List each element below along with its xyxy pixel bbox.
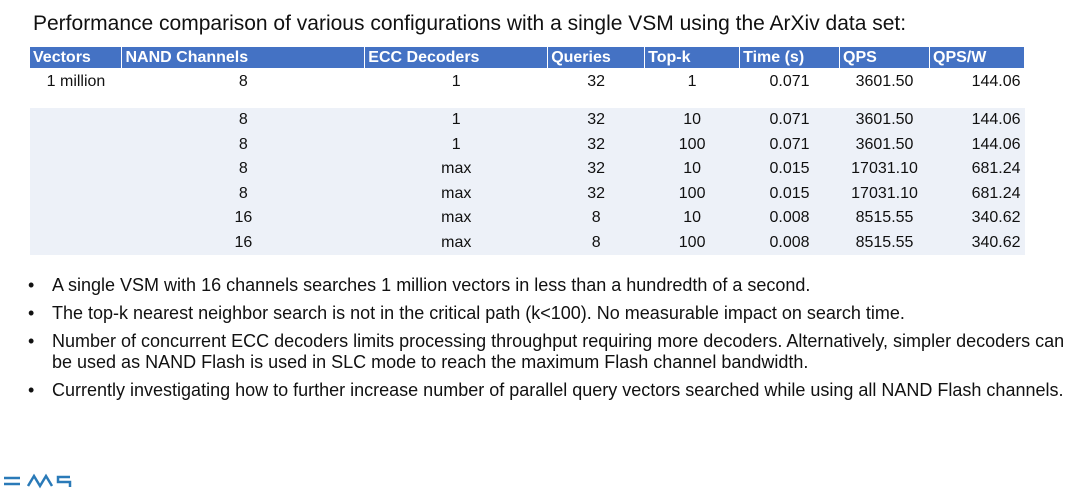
table-cell: 100 bbox=[644, 181, 740, 206]
table-row: 8 max 32 10 0.015 17031.10 681.24 bbox=[30, 157, 1025, 182]
table-cell: 1 bbox=[451, 73, 461, 90]
table-cell: 8 bbox=[121, 108, 365, 133]
table-cell: 3601.50 bbox=[839, 108, 930, 133]
table-row: 8 max 32 100 0.015 17031.10 681.24 bbox=[30, 181, 1025, 206]
table-cell: 1 bbox=[364, 132, 548, 157]
table-row: 8 1 32 100 0.071 3601.50 144.06 bbox=[30, 132, 1025, 157]
table-cell: max bbox=[364, 230, 548, 255]
header-row: Vectors NAND Channels ECC Decoders Queries T… bbox=[30, 47, 1025, 68]
table-cell: 1 bbox=[364, 108, 548, 133]
table-cell: 10 bbox=[644, 157, 740, 182]
table-cell: 17031.10 bbox=[839, 181, 930, 206]
bullet-item: A single VSM with 16 channels searches 1… bbox=[28, 275, 1068, 296]
table-cell: 681.24 bbox=[929, 181, 1025, 206]
table-cell: 8 bbox=[121, 157, 365, 182]
table-cell: 32 bbox=[587, 73, 606, 90]
table-row: 8 1 32 10 0.071 3601.50 144.06 bbox=[30, 108, 1025, 133]
table-cell: 0.015 bbox=[739, 181, 840, 206]
table-cell: 8 bbox=[547, 206, 645, 231]
bullet-item: Number of concurrent ECC decoders limits… bbox=[28, 331, 1068, 373]
table-cell: 144.06 bbox=[929, 108, 1025, 133]
table-row: 1 million 8 1 32 1 0.071 3601.50 144.06 bbox=[30, 68, 1025, 96]
table-cell: 0.015 bbox=[739, 157, 840, 182]
table-cell: 32 bbox=[547, 132, 645, 157]
table-cell: 340.62 bbox=[929, 230, 1025, 255]
table-cell bbox=[30, 108, 122, 133]
table-cell: 1 million bbox=[46, 73, 106, 90]
table-row: 16 max 8 10 0.008 8515.55 340.62 bbox=[30, 206, 1025, 231]
table-body: 1 million 8 1 32 1 0.071 3601.50 144.06 8 1 32 10 0.… bbox=[30, 68, 1025, 255]
bullet-list: A single VSM with 16 channels searches 1… bbox=[28, 275, 1068, 408]
table-cell: 8 bbox=[121, 181, 365, 206]
column-header: Queries bbox=[547, 47, 646, 68]
table-cell bbox=[30, 181, 122, 206]
table-cell bbox=[30, 157, 122, 182]
logo bbox=[4, 473, 72, 489]
table-cell: 10 bbox=[644, 206, 740, 231]
table-cell: max bbox=[364, 206, 548, 231]
table-cell: 32 bbox=[547, 181, 645, 206]
table-cell: 0.071 bbox=[769, 73, 810, 90]
column-header: ECC Decoders bbox=[364, 47, 549, 68]
table-cell: 17031.10 bbox=[839, 157, 930, 182]
table-cell: 100 bbox=[644, 230, 740, 255]
table-cell: 16 bbox=[121, 206, 365, 231]
bullet-item: Currently investigating how to further i… bbox=[28, 380, 1068, 401]
table-cell: 10 bbox=[644, 108, 740, 133]
table-cell: 8515.55 bbox=[839, 230, 930, 255]
table-cell: 144.06 bbox=[929, 132, 1025, 157]
table-cell bbox=[30, 230, 122, 255]
column-header: QPS bbox=[839, 47, 930, 68]
table-cell: 681.24 bbox=[929, 157, 1025, 182]
table-cell: max bbox=[364, 181, 548, 206]
table-cell: max bbox=[364, 157, 548, 182]
table-cell: 3601.50 bbox=[855, 73, 914, 90]
column-header: Time (s) bbox=[739, 47, 841, 68]
table-cell: 0.071 bbox=[739, 132, 840, 157]
table-row: 16 max 8 100 0.008 8515.55 340.62 bbox=[30, 230, 1025, 255]
table-cell: 100 bbox=[644, 132, 740, 157]
row-gap bbox=[30, 96, 1025, 108]
table-cell: 32 bbox=[547, 157, 645, 182]
table-cell: 3601.50 bbox=[839, 132, 930, 157]
table-cell: 1 bbox=[687, 73, 697, 90]
table-cell bbox=[30, 206, 122, 231]
table-cell: 8515.55 bbox=[839, 206, 930, 231]
table-cell: 8 bbox=[238, 73, 248, 90]
table-cell: 16 bbox=[121, 230, 365, 255]
table-cell: 8 bbox=[547, 230, 645, 255]
table-cell: 8 bbox=[121, 132, 365, 157]
table-cell: 0.008 bbox=[739, 230, 840, 255]
column-header: QPS/W bbox=[929, 47, 1025, 68]
table-cell bbox=[30, 132, 122, 157]
table-cell: 144.06 bbox=[971, 73, 1021, 90]
table-cell: 0.071 bbox=[739, 108, 840, 133]
slide-title: Performance comparison of various config… bbox=[33, 12, 907, 35]
bullet-item: The top-k nearest neighbor search is not… bbox=[28, 303, 1068, 324]
results-table: Vectors NAND Channels ECC Decoders Queries T… bbox=[30, 47, 1025, 255]
column-header: NAND Channels bbox=[121, 47, 366, 68]
table-cell: 32 bbox=[547, 108, 645, 133]
column-header: Vectors bbox=[30, 47, 123, 68]
table-cell: 340.62 bbox=[929, 206, 1025, 231]
column-header: Top-k bbox=[644, 47, 741, 68]
table-cell: 0.008 bbox=[739, 206, 840, 231]
